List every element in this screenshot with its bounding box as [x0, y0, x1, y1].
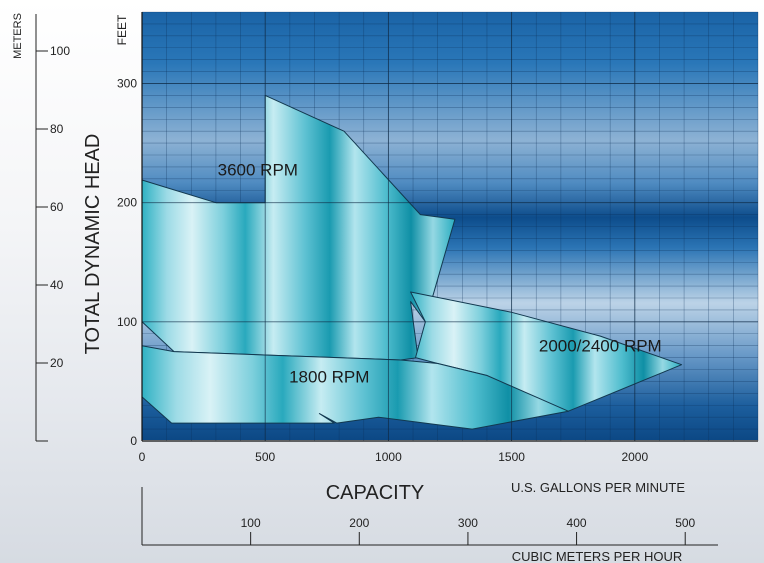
meters-tick-label: 60	[50, 200, 64, 214]
y-axis-title: TOTAL DYNAMIC HEAD	[82, 134, 104, 355]
secondary-x-tick-label: 500	[675, 516, 695, 530]
envelope-label-2000-2400-rpm: 2000/2400 RPM	[539, 337, 662, 356]
y-axis-unit-label: FEET	[115, 14, 129, 45]
y-tick-label: 300	[117, 77, 137, 91]
secondary-x-tick-label: 400	[567, 516, 587, 530]
x-tick-label: 1000	[375, 450, 402, 464]
envelope-1800-rpm	[141, 345, 569, 430]
secondary-x-tick-label: 300	[458, 516, 478, 530]
x-tick-label: 0	[139, 450, 146, 464]
envelope-label-3600-rpm: 3600 RPM	[218, 160, 298, 179]
y-tick-label: 0	[130, 434, 137, 448]
secondary-x-tick-label: 100	[241, 516, 261, 530]
meters-axis-label: METERS	[12, 13, 24, 59]
meters-tick-label: 20	[50, 356, 64, 370]
x-tick-label: 1500	[498, 450, 525, 464]
major-grid-lines	[142, 12, 758, 441]
meters-tick-labels: 20 40 60 80 100	[36, 44, 70, 442]
y-tick-label: 100	[117, 315, 137, 329]
y-tick-label: 200	[117, 196, 137, 210]
envelope-labels: 3600 RPM 2000/2400 RPM 1800 RPM	[218, 160, 662, 386]
meters-tick-label: 40	[50, 278, 64, 292]
x-tick-labels: 0 500 1000 1500 2000	[139, 450, 649, 464]
secondary-x-tick-labels: 100 200 300 400 500	[241, 516, 696, 545]
x-tick-label: 500	[255, 450, 275, 464]
y-tick-labels: 0 100 200 300	[117, 77, 137, 449]
envelope-label-1800-rpm: 1800 RPM	[289, 368, 369, 387]
x-tick-label: 2000	[621, 450, 648, 464]
x-axis-title: CAPACITY	[326, 482, 425, 504]
secondary-x-axis-label: CUBIC METERS PER HOUR	[512, 549, 682, 563]
x-axis-units-label: U.S. GALLONS PER MINUTE	[511, 480, 685, 495]
secondary-x-tick-label: 200	[349, 516, 369, 530]
meters-tick-label: 100	[50, 44, 70, 58]
meters-tick-label: 80	[50, 122, 64, 136]
